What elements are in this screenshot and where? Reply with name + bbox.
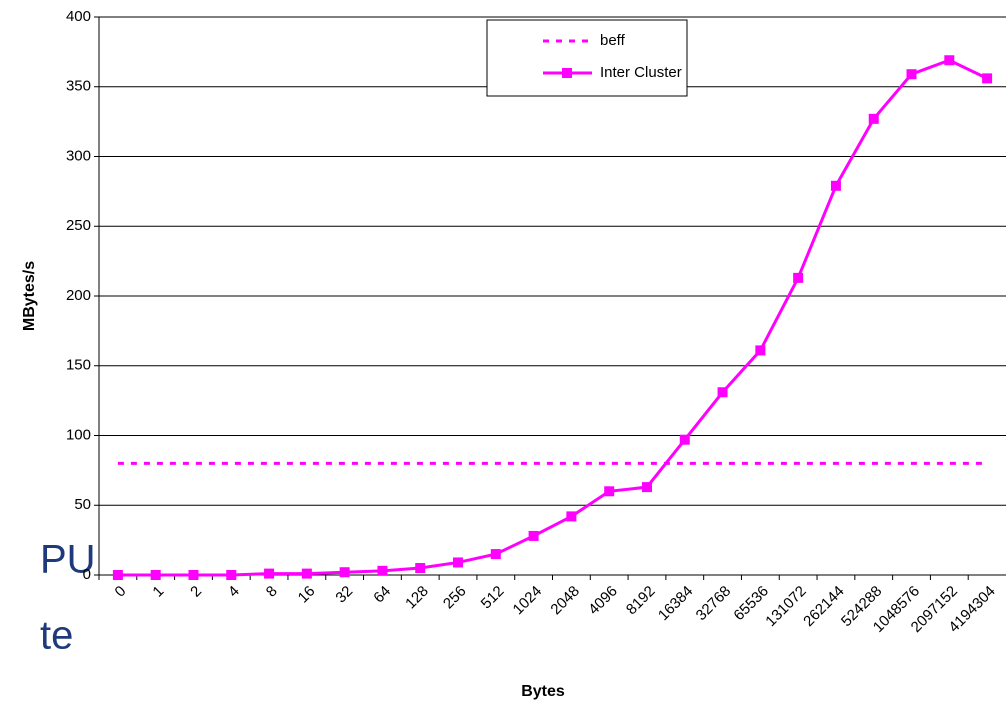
marker bbox=[717, 387, 728, 398]
y-tick-label: 0 bbox=[83, 566, 91, 583]
series-line bbox=[117, 58, 988, 577]
x-tick-label: 2048 bbox=[547, 583, 583, 619]
x-tick-label: 1 bbox=[149, 583, 167, 601]
x-tick-label: 8 bbox=[263, 583, 281, 601]
marker bbox=[944, 55, 955, 66]
x-tick-label: 4096 bbox=[585, 583, 621, 619]
slide-text: PU bbox=[40, 538, 96, 582]
x-tick-label: 0 bbox=[112, 583, 130, 601]
marker bbox=[641, 482, 652, 493]
x-tick-label: 131072 bbox=[762, 583, 809, 630]
marker bbox=[453, 557, 464, 568]
legend-box bbox=[486, 19, 688, 97]
x-axis-title: Bytes bbox=[521, 683, 565, 700]
x-tick-label: 16384 bbox=[655, 583, 697, 625]
marker bbox=[490, 549, 501, 560]
marker bbox=[982, 73, 993, 84]
marker bbox=[566, 511, 577, 522]
x-tick-label: 32 bbox=[332, 583, 356, 607]
marker bbox=[830, 180, 841, 191]
marker bbox=[793, 272, 804, 283]
marker bbox=[301, 568, 312, 579]
y-tick-label: 150 bbox=[66, 357, 91, 374]
x-tick-label: 262144 bbox=[800, 583, 847, 630]
x-tick-label: 256 bbox=[440, 583, 470, 613]
slide-text: te bbox=[40, 614, 73, 658]
x-tick-label: 64 bbox=[370, 583, 394, 607]
x-tick-label: 128 bbox=[402, 583, 432, 613]
x-tick-label: 1024 bbox=[510, 583, 546, 619]
marker bbox=[755, 345, 766, 356]
x-tick-label: 2 bbox=[187, 583, 205, 601]
legend-marker bbox=[562, 68, 572, 78]
x-tick-label: 8192 bbox=[623, 583, 659, 619]
marker bbox=[868, 113, 879, 124]
marker bbox=[339, 567, 350, 578]
y-tick-label: 250 bbox=[66, 217, 91, 234]
y-tick-label: 200 bbox=[66, 287, 91, 304]
marker bbox=[906, 69, 917, 80]
marker bbox=[377, 565, 388, 576]
y-tick-label: 50 bbox=[74, 496, 91, 513]
legend-label: Inter Cluster bbox=[600, 64, 682, 81]
marker bbox=[415, 563, 426, 574]
marker bbox=[150, 570, 161, 580]
y-axis-title: MBytes/s bbox=[21, 261, 38, 331]
marker bbox=[188, 570, 199, 580]
y-tick-label: 350 bbox=[66, 78, 91, 95]
marker bbox=[264, 568, 275, 579]
marker bbox=[528, 530, 539, 541]
x-tick-label: 4 bbox=[225, 583, 243, 601]
x-tick-label: 512 bbox=[478, 583, 508, 613]
x-tick-label: 16 bbox=[295, 583, 319, 607]
y-tick-label: 100 bbox=[66, 426, 91, 443]
marker bbox=[679, 434, 690, 445]
marker bbox=[112, 570, 123, 580]
marker bbox=[604, 486, 615, 497]
legend-label: beff bbox=[600, 32, 626, 49]
y-tick-label: 400 bbox=[66, 8, 91, 25]
x-tick-label: 32768 bbox=[693, 583, 735, 625]
marker bbox=[226, 570, 237, 580]
y-tick-label: 300 bbox=[66, 147, 91, 164]
